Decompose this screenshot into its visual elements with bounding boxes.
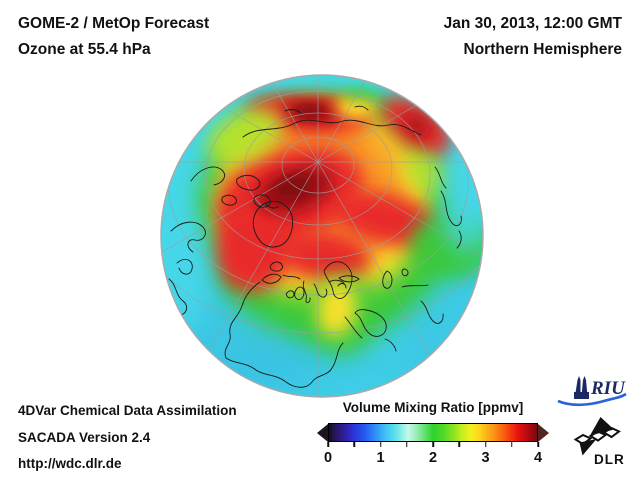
globe-svg (160, 74, 484, 398)
dlr-logo: DLR (574, 417, 625, 467)
riu-logo: RIU (557, 376, 627, 407)
colorbar-ticks (327, 442, 539, 448)
colorbar-tick-label: 2 (428, 450, 438, 466)
riu-wordmark: RIU (590, 378, 626, 399)
colorbar-tick (458, 442, 460, 447)
colorbar-tick (432, 442, 434, 447)
colorbar-tick-labels: 0 1 2 3 4 (324, 450, 542, 468)
colorbar-title: Volume Mixing Ratio [ppmv] (342, 400, 524, 415)
colorbar-tick-label: 4 (533, 450, 543, 466)
header-left: GOME-2 / MetOp Forecast Ozone at 55.4 hP… (18, 11, 209, 63)
colorbar-tick-label: 3 (481, 450, 490, 466)
colorbar-tick (484, 442, 487, 447)
colorbar-tick (327, 442, 329, 447)
header-right: Jan 30, 2013, 12:00 GMT Northern Hemisph… (444, 11, 622, 63)
colorbar-bar (317, 423, 549, 442)
product-title: GOME-2 / MetOp Forecast (18, 15, 210, 32)
footer-left: 4DVar Chemical Data Assimilation SACADA … (18, 398, 237, 478)
colorbar-tick (406, 442, 408, 447)
globe-limb (160, 74, 484, 398)
globe-map (159, 73, 485, 399)
colorbar-tick-label: 0 (323, 450, 333, 466)
colorbar-tick (353, 442, 355, 447)
dlr-wordmark: DLR (594, 452, 625, 467)
colorbar-tick (537, 442, 539, 447)
colorbar-arrow-left-icon (317, 423, 328, 442)
colorbar-tick (511, 442, 513, 447)
colorbar-arrow-right-icon (538, 423, 549, 442)
cathedral-icon (574, 376, 589, 399)
dlr-emblem-icon (574, 417, 621, 456)
region-label: Northern Hemisphere (463, 41, 622, 58)
assimilation-label: 4DVar Chemical Data Assimilation (18, 403, 237, 418)
river-wave-icon (557, 392, 627, 407)
ozone-field-group (161, 75, 483, 397)
version-label: SACADA Version 2.4 (18, 429, 151, 445)
datetime-label: Jan 30, 2013, 12:00 GMT (443, 15, 622, 32)
colorbar: Volume Mixing Ratio [ppmv] 0 1 2 3 4 (317, 400, 549, 468)
coastlines-group (168, 105, 462, 388)
colorbar-tick (379, 442, 382, 447)
product-subtitle: Ozone at 55.4 hPa (18, 41, 151, 58)
colorbar-gradient (328, 423, 538, 442)
colorbar-tick-label: 1 (376, 450, 385, 466)
url-label: http://wdc.dlr.de (18, 456, 122, 471)
